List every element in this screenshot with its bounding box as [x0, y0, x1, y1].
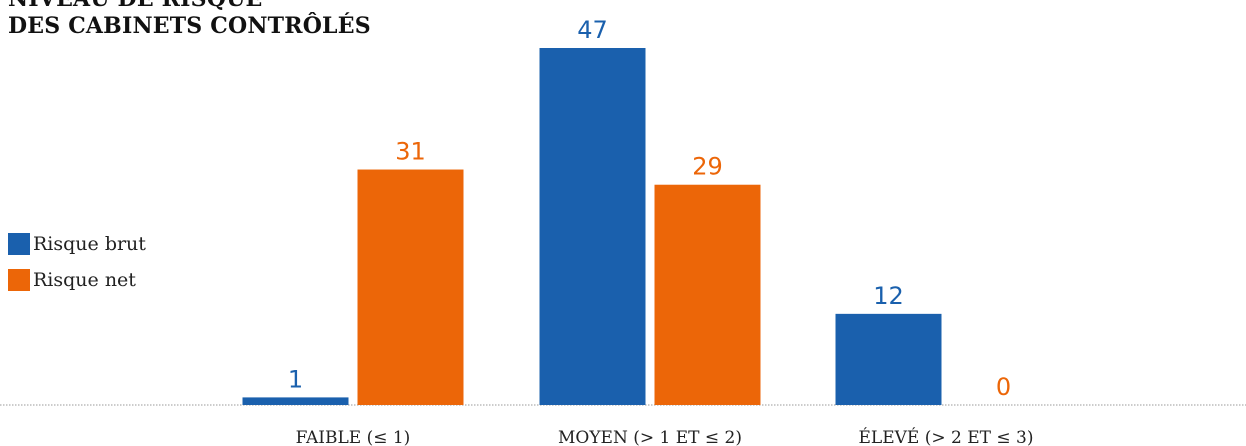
value-label-risque-net-3: 0 [996, 373, 1011, 401]
category-label-2: MOYEN (> 1 ET ≤ 2) [558, 428, 742, 446]
legend-label-risque-net: Risque net [33, 269, 136, 291]
chart-title: NIVEAU DE RISQUE DES CABINETS CONTRÔLÉS [8, 0, 371, 40]
legend-swatch-risque-net [8, 269, 30, 291]
legend-label-risque-brut: Risque brut [33, 233, 146, 255]
value-label-risque-net-1: 31 [395, 138, 426, 166]
legend: Risque brut Risque net [8, 226, 146, 298]
legend-swatch-risque-brut [8, 233, 30, 255]
bar-risque-net-2 [654, 184, 761, 405]
category-label-1: FAIBLE (≤ 1) [296, 428, 411, 446]
value-label-risque-brut-3: 12 [873, 282, 904, 310]
legend-item-risque-net: Risque net [8, 262, 146, 298]
legend-item-risque-brut: Risque brut [8, 226, 146, 262]
value-label-risque-net-2: 29 [692, 153, 723, 181]
chart-title-line-2: DES CABINETS CONTRÔLÉS [8, 13, 371, 39]
chart-title-line-1: NIVEAU DE RISQUE [8, 0, 371, 13]
bar-risque-net-1 [357, 169, 464, 405]
category-label-3: ÉLEVÉ (> 2 ET ≤ 3) [859, 427, 1034, 446]
bar-risque-brut-1 [242, 397, 349, 405]
value-label-risque-brut-2: 47 [577, 16, 608, 44]
value-label-risque-brut-1: 1 [288, 365, 303, 393]
bar-risque-brut-2 [539, 48, 646, 405]
bar-risque-brut-3 [835, 313, 942, 405]
